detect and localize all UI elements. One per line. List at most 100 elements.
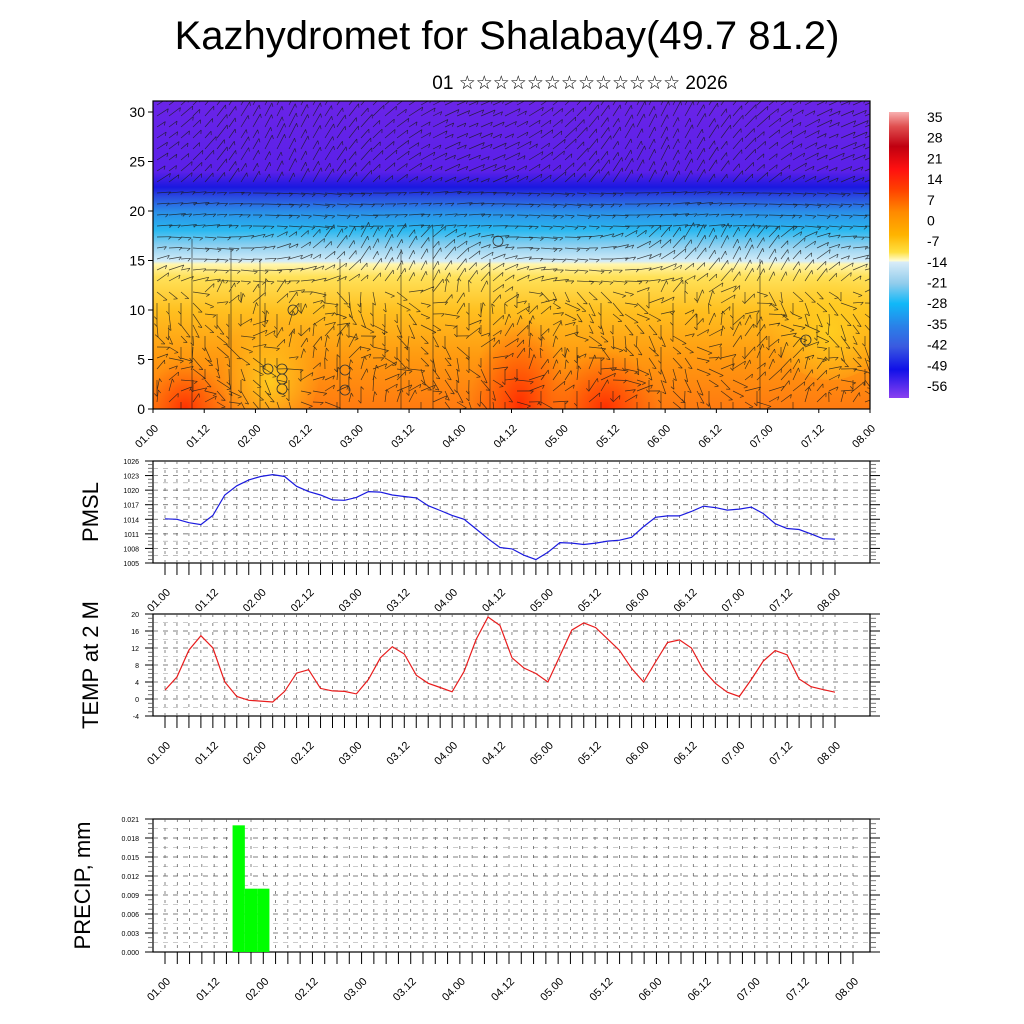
- x-tick-label: 06.12: [672, 587, 700, 615]
- y-tick-label: 10: [129, 302, 145, 318]
- precip-bar: [232, 825, 245, 952]
- colorbar-label: -7: [927, 233, 940, 249]
- colorbar-label: -28: [927, 295, 947, 311]
- x-tick-label: 05.00: [528, 740, 556, 768]
- y-tick-label: 1026: [123, 459, 139, 466]
- calm-wind-circle: [262, 363, 274, 375]
- colorbar-label: 0: [927, 212, 935, 228]
- pmsl-x-axis: 01.00 01.12 02.00 02.12 03.00 03.12 04.00 04.12…: [145, 563, 843, 615]
- x-tick-label: 04.00: [432, 587, 460, 615]
- cross-section-y-axis: 0 5 10 15 20 25 30: [129, 104, 153, 417]
- x-tick-label: 05.00: [543, 423, 571, 451]
- pmsl-line: [164, 473, 836, 561]
- x-tick-label: 04.00: [432, 740, 460, 768]
- x-tick-label: 05.00: [528, 587, 556, 615]
- x-tick-label: 02.00: [236, 423, 264, 451]
- x-tick-label: 02.12: [289, 587, 317, 615]
- temp-x-axis: 01.00 01.12 02.00 02.12 03.00 03.12 04.00 04.12…: [145, 716, 843, 768]
- warm-core-05-06: [550, 325, 660, 409]
- x-tick-label: 08.00: [833, 976, 861, 1004]
- x-tick-label: 05.00: [538, 976, 566, 1004]
- temp-y-axis: -4 0 4 8 12 16 20: [131, 612, 880, 721]
- cool-pocket-02-00: [220, 310, 320, 409]
- temp-line: [164, 616, 836, 703]
- calm-wind-circle: [339, 364, 351, 376]
- x-tick-label: 06.00: [624, 587, 652, 615]
- colorbar-label: -14: [927, 254, 947, 270]
- calm-wind-circle: [339, 384, 351, 396]
- temp-frame: [152, 613, 871, 717]
- x-tick-label: 05.12: [587, 976, 615, 1004]
- x-tick-label: 03.12: [384, 740, 412, 768]
- x-tick-label: 01.12: [193, 740, 221, 768]
- x-tick-label: 01.00: [133, 423, 161, 451]
- calm-wind-circle: [287, 304, 299, 316]
- x-tick-label: 03.00: [337, 587, 365, 615]
- y-tick-label: 0.015: [121, 855, 139, 862]
- x-tick-label: 01.00: [145, 976, 173, 1004]
- pmsl-series: [164, 473, 836, 561]
- y-tick-label: 8: [135, 663, 139, 670]
- x-tick-label: 06.00: [637, 976, 665, 1004]
- precip-bar: [244, 888, 258, 952]
- cross-section-x-axis: 01.00 01.12 02.00 02.12 03.00 03.12 04.00 04.12…: [133, 409, 878, 451]
- x-tick-label: 03.00: [338, 423, 366, 451]
- colorbar-label: -49: [927, 357, 947, 373]
- x-tick-label: 08.00: [815, 740, 843, 768]
- precip-x-axis: 01.00 01.12 02.00 02.12 03.00 03.12 04.00 04.12…: [145, 952, 861, 1004]
- y-tick-label: 1011: [124, 532, 139, 539]
- calm-wind-circle: [800, 334, 812, 346]
- calm-wind-circle: [492, 235, 504, 247]
- x-tick-label: 07.00: [719, 587, 747, 615]
- y-tick-label: 0.003: [121, 931, 139, 938]
- colorbar-scale: [889, 112, 909, 398]
- x-tick-label: 06.12: [686, 976, 714, 1004]
- temp-series: [164, 616, 836, 703]
- colorbar-label: 28: [927, 130, 943, 146]
- y-tick-label: 0: [135, 697, 139, 704]
- chart-title: Kazhydromet for Shalabay(49.7 81.2): [174, 14, 840, 58]
- y-tick-label: 0.021: [121, 817, 139, 824]
- x-tick-label: 06.12: [672, 740, 700, 768]
- x-tick-label: 06.00: [645, 423, 673, 451]
- y-tick-label: 30: [129, 104, 145, 120]
- x-tick-label: 05.12: [576, 587, 604, 615]
- x-tick-label: 04.12: [489, 976, 517, 1004]
- x-tick-label: 07.12: [784, 976, 812, 1004]
- x-tick-label: 02.12: [287, 423, 315, 451]
- calm-wind-circle: [276, 383, 288, 395]
- x-tick-label: 04.00: [440, 976, 468, 1004]
- y-tick-label: 0.000: [121, 950, 139, 957]
- y-tick-label: 12: [131, 646, 139, 653]
- x-tick-label: 02.00: [241, 587, 269, 615]
- colorbar-label: -35: [927, 316, 947, 332]
- colorbar-labels: 35 28 21 14 7 0 -7 -14 -21 -28 -35 -42 -49 -56: [927, 109, 947, 394]
- colorbar-label: 14: [927, 171, 943, 187]
- temp-y-axis-title: TEMP at 2 M: [78, 601, 103, 729]
- precip-y-axis-title: PRECIP, mm: [70, 822, 95, 950]
- x-tick-label: 03.00: [337, 740, 365, 768]
- x-tick-label: 07.00: [735, 976, 763, 1004]
- y-tick-label: 20: [131, 612, 139, 619]
- precip-series: [232, 825, 270, 952]
- y-tick-label: 1017: [123, 503, 139, 510]
- precip-y-axis: 0.000 0.003 0.006 0.009 0.012 0.015 0.018 0.021: [121, 817, 880, 957]
- x-tick-label: 04.00: [440, 423, 468, 451]
- y-tick-label: 25: [129, 154, 145, 170]
- pmsl-frame: [152, 460, 871, 564]
- chart-subtitle: 01 ☆☆☆☆☆☆☆☆☆☆☆☆☆ 2026: [432, 73, 728, 94]
- x-tick-label: 04.12: [480, 740, 508, 768]
- x-tick-label: 07.12: [767, 587, 795, 615]
- x-tick-label: 05.12: [594, 423, 622, 451]
- y-tick-label: 0: [137, 401, 145, 417]
- y-tick-label: 1023: [123, 474, 139, 481]
- precip-bar: [257, 888, 270, 952]
- x-tick-label: 05.12: [576, 740, 604, 768]
- temp-panel: -4 0 4 8 12 16 20 01.00 01.12 02.00 02.12 03.00 03.1…: [78, 601, 880, 768]
- x-tick-label: 02.00: [241, 740, 269, 768]
- colorbar-label: -56: [927, 378, 947, 394]
- x-tick-label: 02.00: [243, 976, 271, 1004]
- y-tick-label: 1020: [123, 488, 139, 495]
- colorbar-label: -42: [927, 337, 947, 353]
